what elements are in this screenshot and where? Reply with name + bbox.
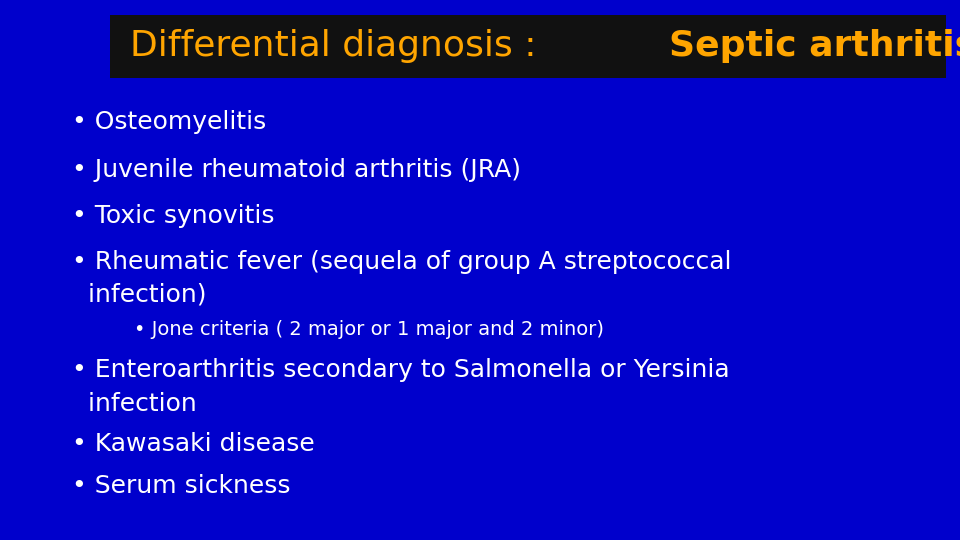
Text: • Enteroarthritis secondary to Salmonella or Yersinia: • Enteroarthritis secondary to Salmonell… <box>72 358 730 382</box>
Text: infection: infection <box>72 392 197 416</box>
Text: infection): infection) <box>72 282 206 306</box>
Text: Septic arthritis: Septic arthritis <box>669 30 960 63</box>
Text: • Jone criteria ( 2 major or 1 major and 2 minor): • Jone criteria ( 2 major or 1 major and… <box>134 320 605 339</box>
Text: • Kawasaki disease: • Kawasaki disease <box>72 432 315 456</box>
Text: • Rheumatic fever (sequela of group A streptococcal: • Rheumatic fever (sequela of group A st… <box>72 250 732 274</box>
Text: • Juvenile rheumatoid arthritis (JRA): • Juvenile rheumatoid arthritis (JRA) <box>72 158 521 182</box>
Text: • Osteomyelitis: • Osteomyelitis <box>72 110 266 133</box>
Text: Differential diagnosis :: Differential diagnosis : <box>130 30 547 63</box>
FancyBboxPatch shape <box>110 15 946 78</box>
Text: • Serum sickness: • Serum sickness <box>72 474 291 498</box>
Text: • Toxic synovitis: • Toxic synovitis <box>72 204 275 228</box>
